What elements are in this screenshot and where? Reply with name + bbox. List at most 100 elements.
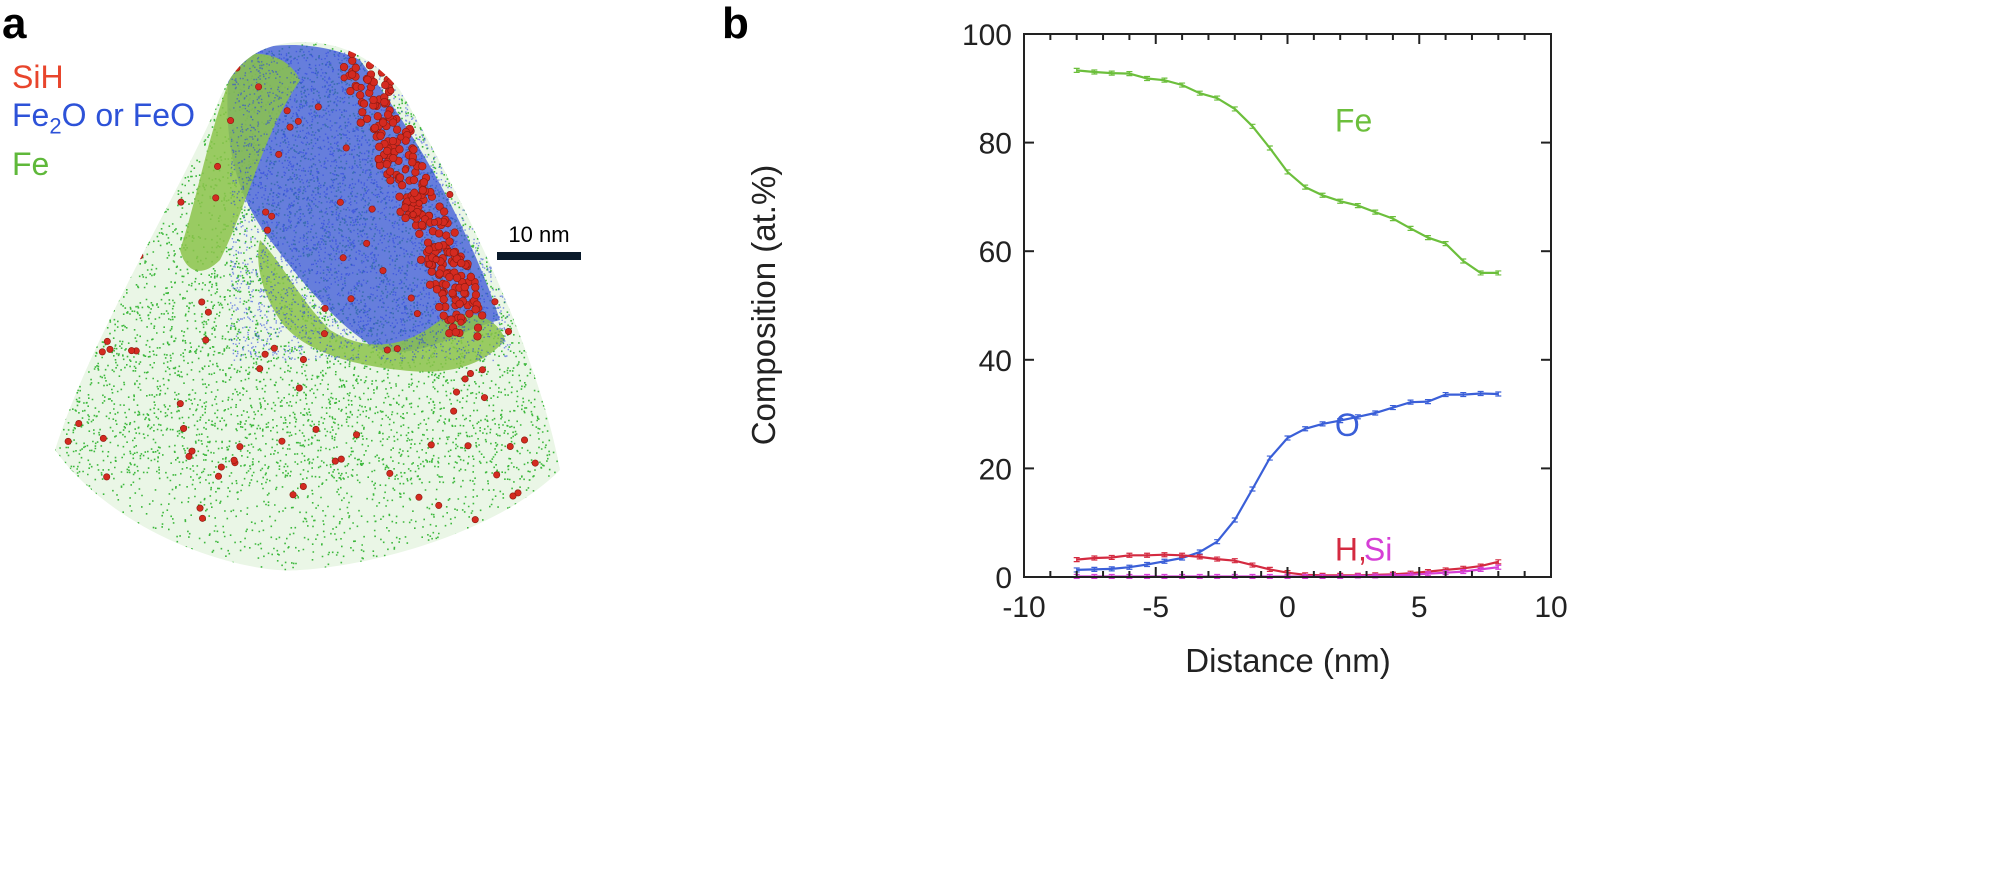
- sih-atom: [415, 229, 424, 238]
- error-bar: [1108, 566, 1115, 572]
- sih-atom: [434, 229, 444, 238]
- series-label: H,: [1335, 532, 1367, 568]
- error-bar: [1179, 555, 1186, 561]
- error-bar: [1337, 418, 1344, 424]
- sih-atom: [74, 197, 82, 205]
- sih-atom: [388, 136, 398, 146]
- sih-atom: [439, 295, 448, 304]
- error-bar: [1442, 391, 1449, 398]
- sih-atom: [423, 238, 433, 247]
- error-bar: [1266, 145, 1273, 151]
- error-bar: [1108, 70, 1115, 76]
- error-bar: [1179, 82, 1186, 88]
- series-line: [1076, 69, 1499, 274]
- error-bar: [1196, 573, 1203, 580]
- sih-atom: [424, 245, 434, 254]
- error-bar: [1424, 399, 1431, 405]
- sih-atom: [432, 285, 442, 294]
- error-bar: [1460, 391, 1467, 398]
- error-bar: [1073, 67, 1080, 73]
- series-label: Fe: [1335, 103, 1372, 139]
- error-bar: [1495, 270, 1502, 276]
- sih-atom: [453, 388, 461, 396]
- sih-atom: [435, 269, 444, 278]
- error-bar: [1372, 410, 1379, 416]
- error-bar: [1126, 71, 1133, 77]
- sih-atom: [362, 114, 372, 123]
- sih-atom: [356, 118, 365, 127]
- error-bar: [1495, 391, 1502, 397]
- error-bar: [1337, 573, 1344, 580]
- sih-atom: [409, 211, 417, 219]
- sih-atom: [401, 166, 409, 174]
- sih-atom: [375, 142, 384, 151]
- error-bar: [1389, 572, 1396, 578]
- sih-atom: [395, 192, 404, 201]
- sih-atom: [358, 108, 367, 117]
- sih-atom: [434, 242, 443, 251]
- sih-atom: [351, 63, 360, 72]
- error-bar: [1126, 564, 1133, 570]
- error-bar: [1284, 169, 1291, 175]
- sih-atom: [103, 337, 111, 345]
- sih-atom: [263, 226, 271, 234]
- error-bar: [1424, 571, 1431, 577]
- error-bar: [1442, 567, 1449, 573]
- sih-atom: [336, 198, 344, 206]
- sih-atom: [397, 133, 405, 141]
- sih-atom: [435, 501, 443, 509]
- error-bar: [1477, 563, 1484, 569]
- sih-atom: [382, 160, 392, 169]
- sih-atom: [356, 90, 365, 100]
- error-bar: [1249, 573, 1256, 580]
- error-bar: [1284, 573, 1291, 580]
- y-tick-label: 80: [979, 128, 1012, 161]
- error-bar: [1266, 566, 1273, 572]
- sih-atom: [445, 237, 454, 246]
- sih-atom: [410, 188, 419, 197]
- error-bar: [1460, 568, 1467, 575]
- sih-atom: [401, 213, 410, 223]
- sih-atom: [509, 492, 517, 500]
- sih-atom: [128, 347, 136, 355]
- sih-atom: [478, 311, 487, 320]
- error-bar: [1161, 558, 1168, 564]
- error-bar: [1073, 573, 1080, 580]
- sih-atom: [377, 68, 387, 77]
- sih-atom: [471, 305, 480, 314]
- sih-atom: [464, 442, 472, 450]
- sih-atom: [383, 346, 391, 354]
- sih-atom: [106, 345, 114, 353]
- y-tick-label: 100: [962, 19, 1012, 52]
- sih-atom: [418, 186, 427, 195]
- error-bar: [1389, 216, 1396, 222]
- sih-atom: [92, 255, 100, 263]
- sih-atom: [395, 173, 405, 182]
- sih-atom: [185, 452, 193, 460]
- sih-atom: [430, 218, 438, 226]
- sih-atom: [416, 255, 426, 264]
- error-bar: [1091, 555, 1098, 561]
- panel-b-label: b: [722, 0, 749, 48]
- error-bar: [1284, 570, 1291, 576]
- series-label: O: [1335, 407, 1360, 443]
- error-bar: [1407, 572, 1414, 578]
- sih-atom: [353, 431, 361, 439]
- sih-atom: [466, 370, 474, 378]
- sih-atom: [357, 83, 365, 91]
- legend-oxide-suffix: O or FeO: [61, 97, 195, 133]
- scale-bar: 10 nm: [497, 222, 581, 260]
- sih-atom: [455, 299, 464, 309]
- sih-atom: [425, 260, 433, 268]
- error-bar: [1126, 573, 1133, 580]
- x-tick-label: -10: [1002, 591, 1045, 624]
- legend-oxide-sub: 2: [49, 113, 62, 139]
- sih-atom: [198, 298, 206, 306]
- series-fe: Fe: [1073, 67, 1502, 276]
- sih-atom: [409, 175, 419, 185]
- series-si: Si: [1073, 532, 1502, 580]
- sih-atom: [103, 473, 111, 481]
- sih-atom: [471, 516, 479, 524]
- error-bar: [1231, 106, 1238, 112]
- x-tick-label: 5: [1411, 591, 1428, 624]
